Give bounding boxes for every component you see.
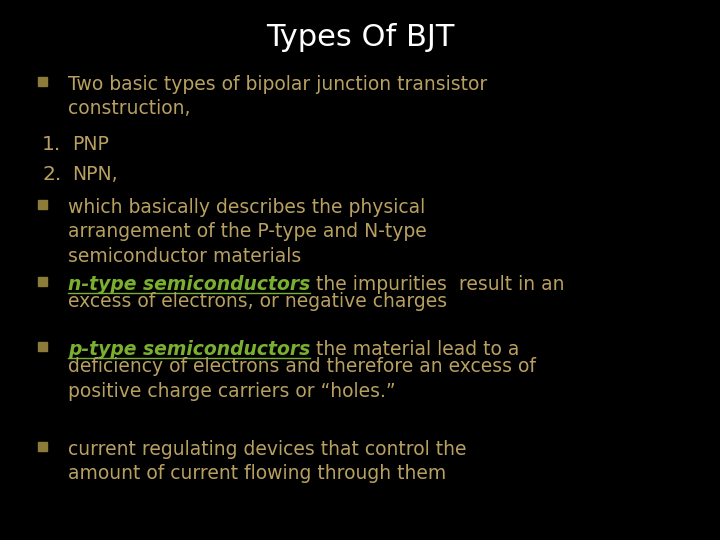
Text: current regulating devices that control the
amount of current flowing through th: current regulating devices that control …	[68, 440, 467, 483]
Text: n-type semiconductors: n-type semiconductors	[68, 275, 310, 294]
Text: 2.: 2.	[42, 165, 61, 184]
Bar	[38, 342, 47, 351]
Text: Two basic types of bipolar junction transistor
construction,: Two basic types of bipolar junction tran…	[68, 75, 487, 118]
Text: Types Of BJT: Types Of BJT	[266, 24, 454, 52]
Text: PNP: PNP	[72, 135, 109, 154]
Bar	[38, 200, 47, 209]
Text: deficiency of electrons and therefore an excess of
positive charge carriers or “: deficiency of electrons and therefore an…	[68, 357, 536, 401]
Text: which basically describes the physical
arrangement of the P-type and N-type
semi: which basically describes the physical a…	[68, 198, 427, 266]
Text: 1.: 1.	[42, 135, 61, 154]
Bar	[38, 77, 47, 86]
Text: p-type semiconductors: p-type semiconductors	[68, 340, 310, 359]
Text: the impurities  result in an: the impurities result in an	[310, 275, 564, 294]
Bar	[38, 442, 47, 451]
Text: excess of electrons, or negative charges: excess of electrons, or negative charges	[68, 293, 447, 312]
Text: NPN,: NPN,	[72, 165, 117, 184]
Text: the material lead to a: the material lead to a	[310, 340, 520, 359]
Bar	[38, 277, 47, 286]
